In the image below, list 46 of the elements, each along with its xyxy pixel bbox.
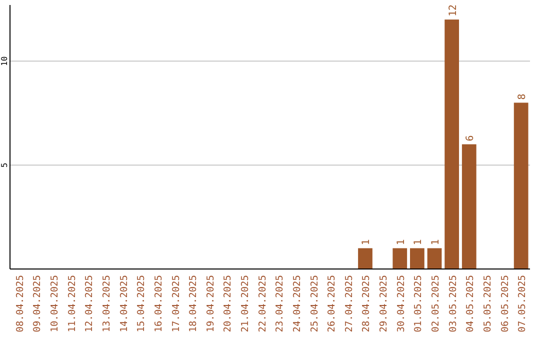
x-tick-label: 28.04.2025 [361, 275, 372, 332]
x-tick-label: 23.04.2025 [274, 275, 286, 332]
x-tick-label: 30.04.2025 [396, 275, 407, 332]
x-tick-label: 12.04.2025 [84, 275, 96, 332]
y-tick-label: 10 [0, 56, 9, 66]
y-tick-label: 5 [0, 162, 9, 168]
bar [427, 248, 442, 269]
data-label: 1 [413, 239, 424, 246]
x-tick-label: 09.04.2025 [32, 275, 44, 332]
x-tick-label: 17.04.2025 [170, 275, 182, 332]
x-tick-label: 22.04.2025 [257, 275, 268, 332]
x-tick-label: 11.04.2025 [66, 275, 78, 332]
bar [444, 20, 460, 269]
x-tick-label: 13.04.2025 [102, 275, 112, 332]
data-label: 1 [361, 239, 372, 246]
x-tick-label: 01.05.2025 [413, 275, 424, 332]
x-tick-label: 04.05.2025 [465, 275, 476, 332]
x-tick-label: 14.04.2025 [118, 275, 130, 332]
x-tick-label: 02.05.2025 [430, 275, 442, 332]
x-tick-label: 15.04.2025 [136, 275, 148, 332]
data-label: 6 [465, 135, 476, 142]
x-tick-label: 29.04.2025 [378, 275, 390, 332]
x-tick-label: 24.04.2025 [292, 275, 303, 332]
data-label: 8 [517, 94, 528, 100]
x-tick-label: 27.04.2025 [344, 275, 355, 332]
x-tick-label: 20.04.2025 [222, 275, 234, 332]
x-tick-label: 16.04.2025 [153, 275, 164, 332]
bar [358, 248, 372, 269]
x-tick-label: 21.04.2025 [240, 275, 252, 332]
bar [462, 144, 476, 269]
bar [514, 102, 528, 269]
data-label: 1 [396, 239, 407, 246]
bar [410, 248, 424, 269]
x-tick-label: 03.05.2025 [448, 275, 459, 332]
x-tick-label: 19.04.2025 [205, 275, 216, 332]
data-label: 12 [448, 4, 459, 17]
data-label: 1 [430, 239, 442, 246]
x-tick-label: 10.04.2025 [50, 275, 61, 332]
x-tick-label: 05.05.2025 [482, 275, 494, 332]
x-tick-label: 25.04.2025 [309, 275, 320, 332]
x-tick-label: 07.05.2025 [517, 275, 528, 332]
x-tick-label: 18.04.2025 [188, 275, 200, 332]
bar [392, 248, 408, 269]
x-tick-label: 08.04.2025 [14, 275, 26, 332]
x-tick-label: 06.05.2025 [500, 275, 511, 332]
x-tick-label: 26.04.2025 [326, 275, 338, 332]
